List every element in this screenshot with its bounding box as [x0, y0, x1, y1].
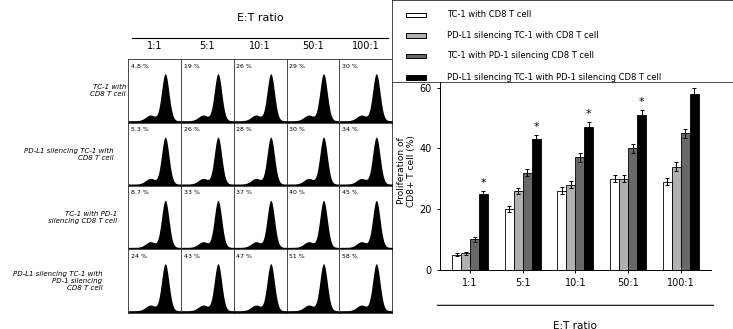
Text: 50:1: 50:1 — [302, 41, 324, 51]
Text: E:T ratio: E:T ratio — [237, 13, 284, 23]
Text: 26 %: 26 % — [237, 63, 252, 69]
Bar — [619, 179, 628, 270]
Bar — [628, 148, 637, 270]
Text: 1:1: 1:1 — [147, 41, 163, 51]
Bar — [681, 133, 690, 270]
Text: 33 %: 33 % — [184, 190, 199, 195]
Text: 45 %: 45 % — [342, 190, 358, 195]
FancyBboxPatch shape — [406, 33, 427, 38]
Text: 100:1: 100:1 — [352, 41, 380, 51]
Bar — [531, 139, 541, 270]
Bar — [461, 253, 470, 270]
Bar — [567, 185, 575, 270]
Text: 24 %: 24 % — [131, 254, 147, 259]
Text: TC-1 with
CD8 T cell: TC-1 with CD8 T cell — [90, 84, 126, 97]
Text: 8.7 %: 8.7 % — [131, 190, 149, 195]
Text: PD-L1 silencing TC-1 with CD8 T cell: PD-L1 silencing TC-1 with CD8 T cell — [446, 31, 598, 40]
Bar — [523, 173, 531, 270]
Text: 29 %: 29 % — [290, 63, 305, 69]
Text: 30 %: 30 % — [290, 127, 305, 132]
Text: TC-1 with CD8 T cell: TC-1 with CD8 T cell — [446, 10, 531, 19]
Y-axis label: Proliferation of
CD8+ T cell (%): Proliferation of CD8+ T cell (%) — [397, 135, 416, 207]
Text: 19 %: 19 % — [184, 63, 199, 69]
Bar — [672, 166, 681, 270]
FancyBboxPatch shape — [406, 13, 427, 17]
Text: 4.8 %: 4.8 % — [131, 63, 149, 69]
Text: PD-L1 silencing TC-1 with
PD-1 silencing
CD8 T cell: PD-L1 silencing TC-1 with PD-1 silencing… — [13, 271, 103, 291]
Bar — [690, 94, 699, 270]
Bar — [663, 182, 672, 270]
Text: 58 %: 58 % — [342, 254, 358, 259]
FancyBboxPatch shape — [406, 54, 427, 58]
Bar — [505, 209, 514, 270]
Text: *: * — [638, 97, 644, 107]
Text: *: * — [691, 75, 697, 85]
Text: PD-L1 silencing TC-1 with
CD8 T cell: PD-L1 silencing TC-1 with CD8 T cell — [24, 148, 114, 161]
Text: 28 %: 28 % — [237, 127, 252, 132]
Text: 47 %: 47 % — [237, 254, 252, 259]
Text: *: * — [534, 122, 539, 132]
Text: TC-1 with PD-1
silencing CD8 T cell: TC-1 with PD-1 silencing CD8 T cell — [48, 211, 117, 224]
Text: 34 %: 34 % — [342, 127, 358, 132]
Text: 37 %: 37 % — [237, 190, 252, 195]
Bar — [575, 157, 584, 270]
FancyBboxPatch shape — [406, 75, 427, 80]
Bar — [452, 255, 461, 270]
Text: 5.3 %: 5.3 % — [131, 127, 149, 132]
Text: 5:1: 5:1 — [199, 41, 216, 51]
Text: 43 %: 43 % — [184, 254, 199, 259]
Text: TC-1 with PD-1 silencing CD8 T cell: TC-1 with PD-1 silencing CD8 T cell — [446, 51, 594, 61]
Bar — [479, 194, 488, 270]
Bar — [637, 115, 646, 270]
Bar — [558, 191, 567, 270]
Bar — [610, 179, 619, 270]
Text: *: * — [586, 110, 592, 119]
Bar — [470, 240, 479, 270]
Text: E:T ratio: E:T ratio — [553, 321, 597, 329]
Text: PD-L1 silencing TC-1 with PD-1 silencing CD8 T cell: PD-L1 silencing TC-1 with PD-1 silencing… — [446, 73, 661, 82]
Text: 10:1: 10:1 — [249, 41, 271, 51]
Text: *: * — [481, 178, 486, 188]
Text: 51 %: 51 % — [290, 254, 305, 259]
Text: 26 %: 26 % — [184, 127, 199, 132]
Bar — [584, 127, 593, 270]
Text: 30 %: 30 % — [342, 63, 358, 69]
Text: 40 %: 40 % — [290, 190, 305, 195]
Bar — [514, 191, 523, 270]
